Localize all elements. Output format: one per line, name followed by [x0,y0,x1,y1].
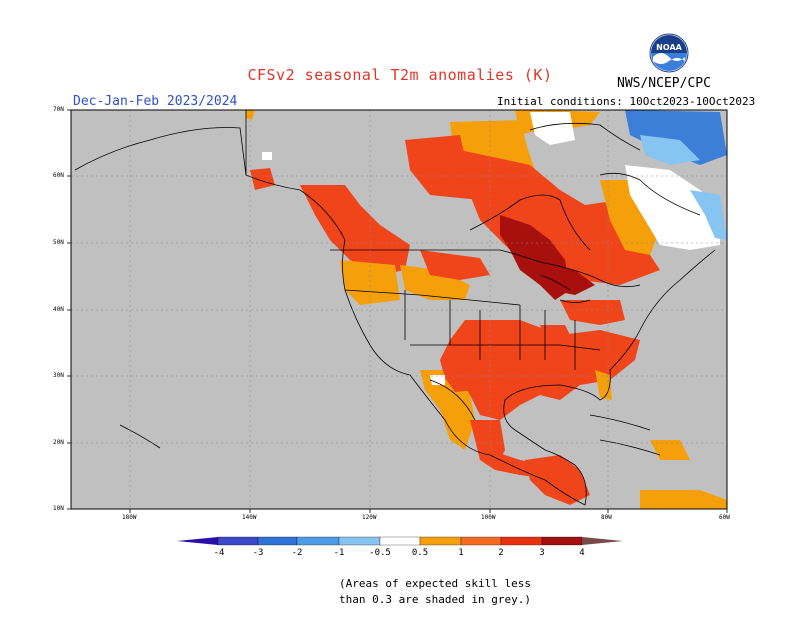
colorbar-label: 3 [539,548,545,558]
lat-label-60n: 60N [53,172,64,179]
colorbar-label: -3 [252,548,264,558]
lon-label-180w: 180W [122,514,137,521]
colorbar-swatch [500,536,543,546]
colorbar-label: 0.5 [411,548,429,558]
map-frame [70,109,728,510]
logo-text: NOAA [656,43,682,52]
colorbar-swatch [217,536,259,546]
lat-label-50n: 50N [53,239,64,246]
colorbar-label: 1 [458,548,464,558]
skill-note: (Areas of expected skill less than 0.3 a… [0,576,800,608]
skill-note-line-2: than 0.3 are shaded in grey.) [338,593,532,606]
colorbar-label: -0.5 [369,548,391,558]
lat-label-30n: 30N [53,372,64,379]
colorbar-arrow-left [177,537,218,545]
lon-label-120w: 120W [362,514,377,521]
map-title: CFSv2 seasonal T2m anomalies (K) [247,66,553,84]
lon-label-80w: 80W [601,514,612,521]
lon-label-60w: 60W [719,514,730,521]
lat-label-70n: 70N [53,106,64,113]
colorbar-swatch [296,536,340,546]
colorbar-label: -4 [213,548,225,558]
noaa-logo: NOAA [649,33,689,73]
lon-label-100w: 100W [481,514,496,521]
forecast-period: Dec-Jan-Feb 2023/2024 [73,94,238,109]
colorbar [177,536,623,546]
colorbar-label: -2 [291,548,303,558]
agency-label: NWS/NCEP/CPC [617,76,711,91]
lat-label-10n: 10N [53,505,64,512]
colorbar-swatch [338,536,381,546]
colorbar-label: -1 [333,548,345,558]
colorbar-swatch [379,536,421,546]
gridlines [71,110,727,509]
colorbar-swatch [257,536,298,546]
colorbar-label: 4 [579,548,585,558]
colorbar-swatch [460,536,502,546]
lat-label-40n: 40N [53,306,64,313]
skill-note-line-1: (Areas of expected skill less [338,577,532,590]
initial-conditions: Initial conditions: 10Oct2023-10Oct2023 [497,95,756,108]
colorbar-swatch [541,536,583,546]
lon-label-140w: 140W [242,514,257,521]
lat-label-20n: 20N [53,439,64,446]
colorbar-arrow-right [582,537,623,545]
colorbar-label: 2 [498,548,504,558]
colorbar-swatch [419,536,462,546]
